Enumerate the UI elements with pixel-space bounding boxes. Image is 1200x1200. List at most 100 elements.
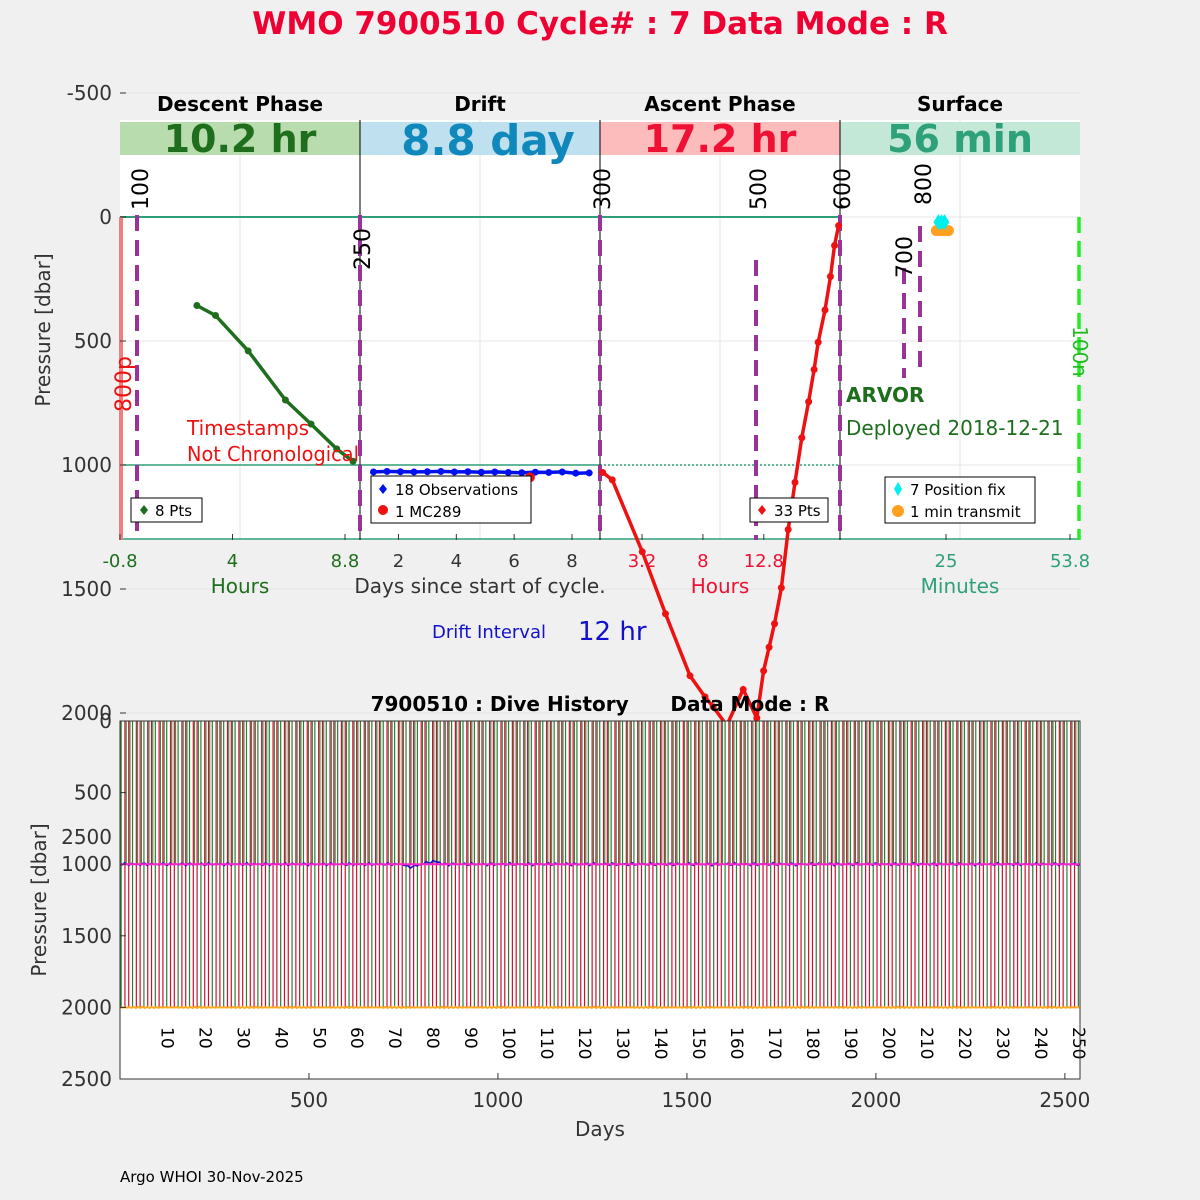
ascent-x-label: Hours [691, 574, 750, 598]
drift-legend-mc-label: 1 MC289 [395, 503, 461, 521]
figure-title: WMO 7900510 Cycle# : 7 Data Mode : R [252, 6, 948, 42]
descent-point [281, 396, 289, 404]
drift-point [423, 468, 431, 476]
ascent-point [810, 366, 818, 374]
dh-x-tick-label-2: 1500 [661, 1088, 712, 1112]
top-panel: 10.2 hr 8.8 day 17.2 hr 56 min Descent P… [31, 81, 1092, 849]
ascent-x-tick-label-2: 12.8 [744, 551, 784, 572]
dive-history-x-axis-label: Days [575, 1117, 625, 1141]
top-y-tick-label-0: -500 [67, 81, 112, 105]
descent-point [193, 302, 201, 310]
float-type-label: ARVOR [846, 383, 924, 407]
dh-y-tick-label-0: 0 [99, 709, 112, 733]
cycle-label-120: 120 [574, 1027, 594, 1059]
drift-x-tick-label-1: 4 [451, 551, 462, 572]
top-y-axis: -500 0 500 1000 1500 2000 2500 [61, 81, 126, 849]
drift-point [396, 468, 404, 476]
descent-legend: 8 Pts [130, 497, 203, 523]
surface-legend-transmit-label: 1 min transmit [910, 503, 1021, 521]
drift-point [464, 468, 472, 476]
descent-duration: 10.2 hr [164, 117, 317, 161]
ascent-point [814, 338, 822, 346]
top-y-tick-label-2: 500 [74, 329, 112, 353]
dh-y-tick-label-5: 2500 [61, 1067, 112, 1091]
descent-series [193, 302, 357, 465]
drift-point [545, 468, 553, 476]
cycle-label-250: 250 [1068, 1027, 1088, 1059]
drift-x-tick-label-3: 8 [566, 551, 577, 572]
drift-legend-mc-marker [378, 505, 388, 515]
timestamps-warning-line2: Not Chronological [187, 442, 359, 466]
ascent-point [638, 548, 646, 556]
cycle-label-230: 230 [992, 1027, 1012, 1059]
drift-point [437, 467, 445, 475]
cycle-label-180: 180 [802, 1027, 822, 1059]
top-y-tick-label-1: 0 [99, 205, 112, 229]
descent-point [349, 457, 357, 465]
ascent-legend: 33 Pts [749, 497, 829, 523]
surface-legend-transmit-marker [892, 505, 904, 517]
marker-label-100n: 100n [1068, 326, 1092, 377]
cycle-label-50: 50 [308, 1027, 328, 1049]
marker-label-800p: 800p [112, 356, 137, 412]
drift-phase-title: Drift [454, 92, 506, 116]
ascent-phase-title: Ascent Phase [644, 92, 795, 116]
drift-duration-band [360, 122, 600, 155]
ascent-point [791, 478, 799, 486]
dive-history-title: 7900510 : Dive History Data Mode : R [371, 692, 830, 716]
cycle-label-240: 240 [1030, 1027, 1050, 1059]
descent-point [333, 445, 341, 453]
ascent-point [821, 306, 829, 314]
descent-phase-title: Descent Phase [157, 92, 323, 116]
ascent-point [798, 434, 806, 442]
cycle-label-20: 20 [194, 1027, 214, 1049]
drift-point [531, 468, 539, 476]
descent-x-tick-label-1: 4 [227, 551, 238, 572]
drift-interval-value: 12 hr [578, 617, 647, 647]
drift-series [369, 467, 593, 483]
drift-point [572, 469, 580, 477]
cycle-label-220: 220 [954, 1027, 974, 1059]
cycle-label-90: 90 [460, 1027, 480, 1049]
descent-x-tick-label-2: 8.8 [331, 551, 360, 572]
cycle-label-60: 60 [346, 1027, 366, 1049]
surface-legend-fix-label: 7 Position fix [910, 481, 1006, 499]
drift-interval-label: Drift Interval [432, 622, 546, 643]
timestamps-warning-line1: Timestamps [186, 416, 309, 440]
drift-point [383, 467, 391, 475]
ascent-point [701, 693, 709, 701]
cycle-label-30: 30 [232, 1027, 252, 1049]
marker-label-600: 600 [831, 168, 856, 210]
drift-point [369, 468, 377, 476]
ascent-duration-band [600, 122, 840, 155]
cycle-label-190: 190 [840, 1027, 860, 1059]
ascent-point [835, 222, 843, 230]
surface-duration-band [840, 122, 1080, 155]
ascent-x-tick-label-1: 8 [697, 551, 708, 572]
surface-x-label: Minutes [921, 574, 1000, 598]
drift-x-tick-label-0: 2 [393, 551, 404, 572]
drift-point [504, 468, 512, 476]
dh-y-tick-label-3: 1500 [61, 924, 112, 948]
dh-x-tick-label-1: 1000 [472, 1088, 523, 1112]
marker-label-700: 700 [893, 236, 918, 278]
drift-legend-obs-label: 18 Observations [395, 481, 518, 499]
dh-y-tick-label-1: 500 [74, 781, 112, 805]
surface-phase-title: Surface [917, 92, 1003, 116]
cycle-label-110: 110 [536, 1027, 556, 1059]
dive-history-y-axis: 0 500 1000 1500 2000 2500 [61, 709, 126, 1091]
descent-legend-label: 8 Pts [155, 502, 192, 520]
cycle-label-160: 160 [726, 1027, 746, 1059]
deployed-date-label: Deployed 2018-12-21 [846, 416, 1064, 440]
cycle-label-130: 130 [612, 1027, 632, 1059]
drift-point [450, 468, 458, 476]
cycle-number-labels: 10 20 30 40 50 60 70 80 90 100 110 120 130 140 150 160 1… [156, 1027, 1088, 1059]
profile-bottom-trace [119, 1005, 1080, 1010]
ascent-legend-label: 33 Pts [774, 502, 821, 520]
drift-point [477, 468, 485, 476]
descent-point [212, 311, 220, 319]
drift-point [518, 469, 526, 477]
marker-label-500: 500 [747, 168, 772, 210]
ascent-point [805, 398, 813, 406]
cycle-label-200: 200 [878, 1027, 898, 1059]
